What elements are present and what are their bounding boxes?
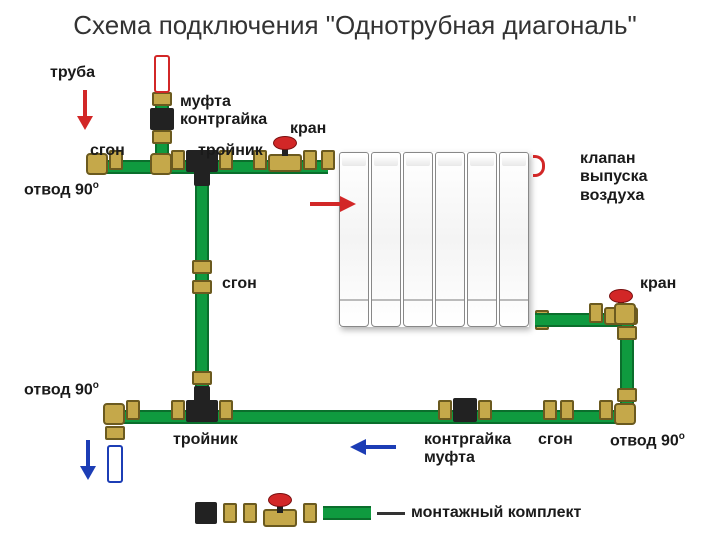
nut-sgon-b1 bbox=[543, 400, 557, 420]
arrow-outlet-down bbox=[78, 440, 98, 480]
legend-tee-icon bbox=[195, 502, 217, 524]
radiator-section bbox=[467, 152, 497, 327]
radiator bbox=[339, 152, 529, 327]
nut-bl2 bbox=[105, 426, 125, 440]
legend-nut-icon bbox=[223, 503, 237, 523]
pipe-end-inlet bbox=[154, 55, 170, 93]
elbow-right-top bbox=[614, 303, 636, 325]
legend-nut-icon3 bbox=[303, 503, 317, 523]
label-sgon-mid: сгон bbox=[222, 275, 257, 293]
label-sgon-bottom: сгон bbox=[538, 431, 573, 449]
nut-km1 bbox=[438, 400, 452, 420]
legend-dash-icon bbox=[377, 512, 405, 515]
mufta-bottom bbox=[453, 398, 477, 422]
nut-bypass1 bbox=[192, 260, 212, 274]
nut-sgon-b2 bbox=[560, 400, 574, 420]
label-otvod-top: отвод 90o bbox=[24, 180, 99, 200]
tee-bottom-stem bbox=[194, 386, 210, 402]
nut-tee-b2 bbox=[171, 400, 185, 420]
label-otvod-left: отвод 90o bbox=[24, 380, 99, 400]
label-kontrgaika-mufta: контргайка муфта bbox=[424, 431, 511, 468]
nut-rt bbox=[617, 326, 637, 340]
legend-pipe-icon bbox=[323, 506, 371, 520]
legend: монтажный комплект bbox=[195, 496, 581, 530]
label-kran-bottom: кран bbox=[640, 275, 676, 293]
nut-valve-b1 bbox=[589, 303, 603, 323]
nut-bypass2 bbox=[192, 280, 212, 294]
label-otvod-right: отвод 90o bbox=[610, 431, 685, 451]
nut-valve-t2 bbox=[303, 150, 317, 170]
legend-text: монтажный комплект bbox=[411, 504, 581, 522]
elbow-right-bottom bbox=[614, 403, 636, 425]
nut-tee-b1 bbox=[219, 400, 233, 420]
tee-bottom bbox=[186, 400, 218, 422]
label-sgon-top: сгон bbox=[90, 142, 125, 160]
label-troinik-top: тройник bbox=[198, 142, 263, 160]
nut-rad-in bbox=[321, 150, 335, 170]
elbow-inlet bbox=[150, 153, 172, 175]
label-kran-top: кран bbox=[290, 120, 326, 138]
coupling-inlet bbox=[150, 108, 174, 130]
radiator-section bbox=[339, 152, 369, 327]
valve-top bbox=[268, 142, 302, 172]
nut-rb2 bbox=[617, 388, 637, 402]
page-title: Схема подключения "Однотрубная диагональ… bbox=[0, 10, 710, 41]
radiator-section bbox=[499, 152, 529, 327]
elbow-bottom-left bbox=[103, 403, 125, 425]
label-mufta-kontrgaika: муфта контргайка bbox=[180, 93, 267, 130]
nut-tee-t2 bbox=[171, 150, 185, 170]
radiator-section bbox=[403, 152, 433, 327]
label-troinik-bottom: тройник bbox=[173, 431, 238, 449]
label-truba: труба bbox=[50, 64, 95, 82]
pipe-end-outlet bbox=[107, 445, 123, 483]
radiator-section bbox=[435, 152, 465, 327]
arrow-flow-out bbox=[350, 438, 396, 456]
nut-tee-b3 bbox=[192, 371, 212, 385]
air-release-valve bbox=[533, 155, 545, 177]
legend-valve-icon bbox=[263, 499, 297, 527]
arrow-flow-in bbox=[310, 195, 356, 213]
nut-rb1 bbox=[599, 400, 613, 420]
nut-inlet1 bbox=[152, 130, 172, 144]
arrow-inlet-down bbox=[75, 90, 95, 130]
nut-bl1 bbox=[126, 400, 140, 420]
radiator-section bbox=[371, 152, 401, 327]
nut-inlet2 bbox=[152, 92, 172, 106]
label-klapan: клапан выпуска воздуха bbox=[580, 150, 647, 205]
nut-km2 bbox=[478, 400, 492, 420]
legend-nut-icon2 bbox=[243, 503, 257, 523]
tee-top-stem bbox=[194, 170, 210, 186]
